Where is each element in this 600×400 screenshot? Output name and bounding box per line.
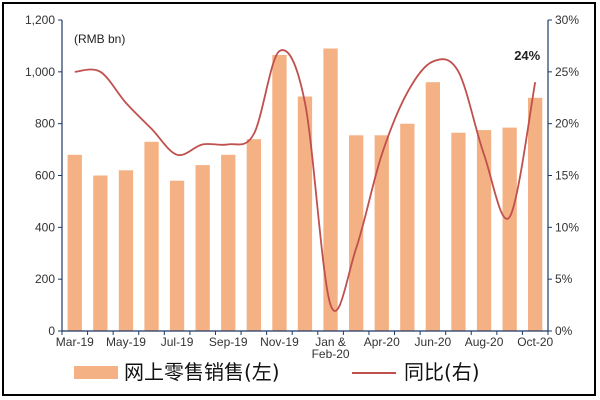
axes-layer [58,19,552,335]
x-tick-label-16: Aug-20 [465,335,504,349]
bar-18 [528,97,543,332]
legend: 网上零售销售(左) 同比(右) [74,360,480,384]
bar-2 [118,170,134,331]
x-tick-label-line: Jan & [315,335,346,349]
y-right-tick-label-15: 15% [555,169,579,183]
y-left-tick-label-0: 0 [48,324,55,338]
labels-layer: 0 200 400 600 800 1,000 1,200 0% 5% 10% 15% 20% 25% 3… [25,13,579,361]
y-right-tick-label-25: 25% [555,65,579,79]
x-tick-label-10: Jan & Feb-20 [312,335,350,361]
x-tick-label-line: Apr-20 [364,335,400,349]
y-right-tick-label-10: 10% [555,220,579,234]
x-tick-label-line: Aug-20 [465,335,504,349]
bar-4 [169,180,185,331]
x-tick-label-line: Jun-20 [415,335,452,349]
x-tick-label-line: Feb-20 [312,347,350,361]
x-tick-label-line: Mar-19 [56,335,94,349]
y-right-tick-label-20: 20% [555,117,579,131]
y-right-tick-label-5: 5% [555,272,573,286]
y-right-tick-label-30: 30% [555,13,579,27]
bar-1 [93,175,108,331]
bar-10 [323,48,338,331]
x-tick-label-line: Jul-19 [161,335,194,349]
legend-label-bars: 网上零售销售(左) [124,360,280,384]
bar-8 [272,55,287,331]
x-tick-label-line: Oct-20 [517,335,553,349]
x-tick-label-18: Oct-20 [517,335,553,349]
bar-15 [451,132,466,331]
y-left-tick-label-1000: 1,000 [25,65,55,79]
y-left-tick-label-1200: 1,200 [25,13,55,27]
annotation-label: 24% [514,48,540,63]
bars-layer [67,48,543,332]
x-tick-label-12: Apr-20 [364,335,400,349]
bar-11 [349,135,364,331]
bar-3 [144,141,159,331]
bar-13 [400,123,415,331]
y-left-tick-label-800: 800 [35,117,55,131]
bar-6 [221,154,236,331]
y-left-tick-label-200: 200 [35,272,55,286]
x-tick-label-line: Sep-19 [209,335,248,349]
x-tick-label-14: Jun-20 [415,335,452,349]
y-left-tick-label-400: 400 [35,220,55,234]
unit-label: (RMB bn) [74,32,125,46]
x-tick-label-6: Sep-19 [209,335,248,349]
x-tick-label-4: Jul-19 [161,335,194,349]
bar-14 [425,82,440,331]
legend-label-line: 同比(右) [404,360,480,384]
x-tick-label-8: Nov-19 [260,335,299,349]
x-tick-label-2: May-19 [106,335,146,349]
bar-5 [195,165,210,331]
line-layer [74,49,537,312]
bar-9 [297,96,313,331]
y-right-tick-label-0: 0% [555,324,573,338]
y-left-tick-label-600: 600 [35,169,55,183]
x-tick-label-line: May-19 [106,335,146,349]
legend-swatch-bars [74,366,118,379]
bar-12 [374,135,389,331]
bar-16 [476,130,492,331]
bar-7 [246,139,261,331]
bar-0 [67,154,82,331]
yoy-line [74,49,537,312]
x-tick-label-line: Nov-19 [260,335,299,349]
bar-17 [502,127,517,331]
x-tick-label-0: Mar-19 [56,335,94,349]
